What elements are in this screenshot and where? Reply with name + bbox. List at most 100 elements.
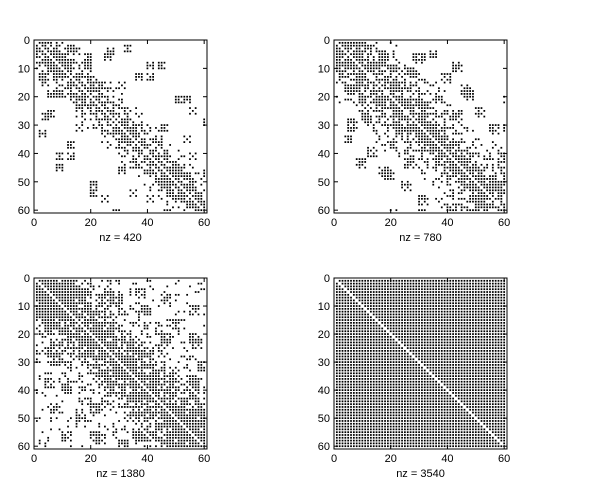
nonzero-point [369, 282, 372, 285]
nonzero-point [118, 366, 120, 369]
nonzero-point [146, 61, 149, 64]
nonzero-point [89, 316, 92, 319]
nonzero-point [72, 58, 75, 61]
nonzero-point [81, 84, 84, 87]
nonzero-point [457, 67, 460, 70]
nonzero-point [126, 115, 129, 118]
nonzero-point [81, 112, 84, 115]
nonzero-point [483, 155, 486, 158]
nonzero-point [135, 369, 137, 372]
nonzero-point [67, 392, 69, 394]
nonzero-point [186, 366, 189, 369]
y-tick-label: 0 [24, 273, 30, 285]
nonzero-point [338, 293, 341, 296]
nonzero-point [355, 73, 358, 75]
nonzero-point [67, 316, 69, 319]
nonzero-point [469, 200, 472, 203]
nonzero-point [460, 70, 463, 73]
nonzero-point [335, 50, 338, 53]
nonzero-point [126, 397, 129, 400]
nonzero-point [121, 299, 123, 302]
nonzero-point [160, 161, 163, 163]
nonzero-point [123, 141, 126, 143]
nonzero-point [146, 403, 149, 406]
nonzero-point [409, 307, 412, 310]
nonzero-point [89, 420, 92, 422]
nonzero-point [449, 282, 452, 285]
nonzero-point [115, 344, 118, 347]
nonzero-point [129, 195, 132, 197]
nonzero-point [89, 110, 92, 112]
nonzero-point [169, 386, 172, 389]
nonzero-point [406, 293, 409, 296]
nonzero-point [104, 307, 106, 310]
nonzero-point [381, 299, 384, 302]
nonzero-point [163, 422, 166, 425]
nonzero-point [355, 64, 358, 67]
nonzero-point [440, 206, 443, 209]
nonzero-point [58, 53, 61, 56]
nonzero-point [160, 414, 163, 417]
nonzero-point [203, 206, 206, 209]
nonzero-point [369, 296, 372, 299]
nonzero-point [191, 425, 194, 428]
nonzero-point [106, 386, 109, 389]
nonzero-point [87, 56, 89, 58]
nonzero-point [132, 394, 135, 397]
nonzero-point [38, 293, 41, 296]
nonzero-point [197, 445, 200, 448]
nonzero-point [55, 364, 58, 366]
nonzero-point [497, 197, 500, 200]
nonzero-point [384, 107, 386, 109]
nonzero-point [72, 158, 75, 160]
nonzero-point [392, 305, 395, 307]
nonzero-point [95, 358, 98, 361]
nonzero-point [143, 394, 146, 397]
nonzero-point [352, 279, 355, 282]
nonzero-point [432, 183, 435, 186]
nonzero-point [78, 95, 81, 98]
nonzero-point [392, 288, 395, 291]
y-tick-label: 40 [18, 385, 30, 397]
nonzero-point [421, 197, 423, 200]
nonzero-point [469, 172, 472, 175]
nonzero-point [132, 321, 135, 324]
nonzero-point [118, 138, 120, 141]
nonzero-point [440, 141, 443, 143]
nonzero-point [486, 209, 489, 212]
nonzero-point [81, 389, 84, 392]
nonzero-point [174, 195, 177, 197]
nonzero-point [72, 305, 75, 307]
nonzero-point [389, 90, 392, 92]
nonzero-point [183, 428, 186, 431]
nonzero-point [412, 302, 415, 305]
nonzero-point [463, 305, 466, 307]
nonzero-point [180, 436, 183, 439]
nonzero-point [149, 163, 152, 166]
nonzero-point [163, 166, 166, 169]
nonzero-point [381, 93, 384, 95]
nonzero-point [69, 81, 72, 84]
nonzero-point [421, 172, 423, 175]
nonzero-point [112, 112, 115, 115]
nonzero-point [435, 296, 437, 299]
nonzero-point [460, 132, 463, 135]
nonzero-point [463, 158, 466, 160]
nonzero-point [126, 129, 129, 132]
nonzero-point [429, 307, 432, 310]
nonzero-point [172, 335, 174, 338]
nonzero-point [44, 347, 47, 349]
nonzero-point [146, 158, 149, 160]
nonzero-point [140, 127, 143, 129]
nonzero-point [160, 163, 163, 166]
nonzero-point [500, 197, 503, 200]
nonzero-point [121, 293, 123, 296]
nonzero-point [95, 324, 98, 327]
nonzero-point [157, 189, 160, 192]
nonzero-point [426, 203, 429, 206]
nonzero-point [457, 285, 460, 288]
nonzero-point [140, 394, 143, 397]
nonzero-point [440, 155, 443, 158]
nonzero-point [435, 93, 437, 95]
nonzero-point [78, 313, 81, 316]
